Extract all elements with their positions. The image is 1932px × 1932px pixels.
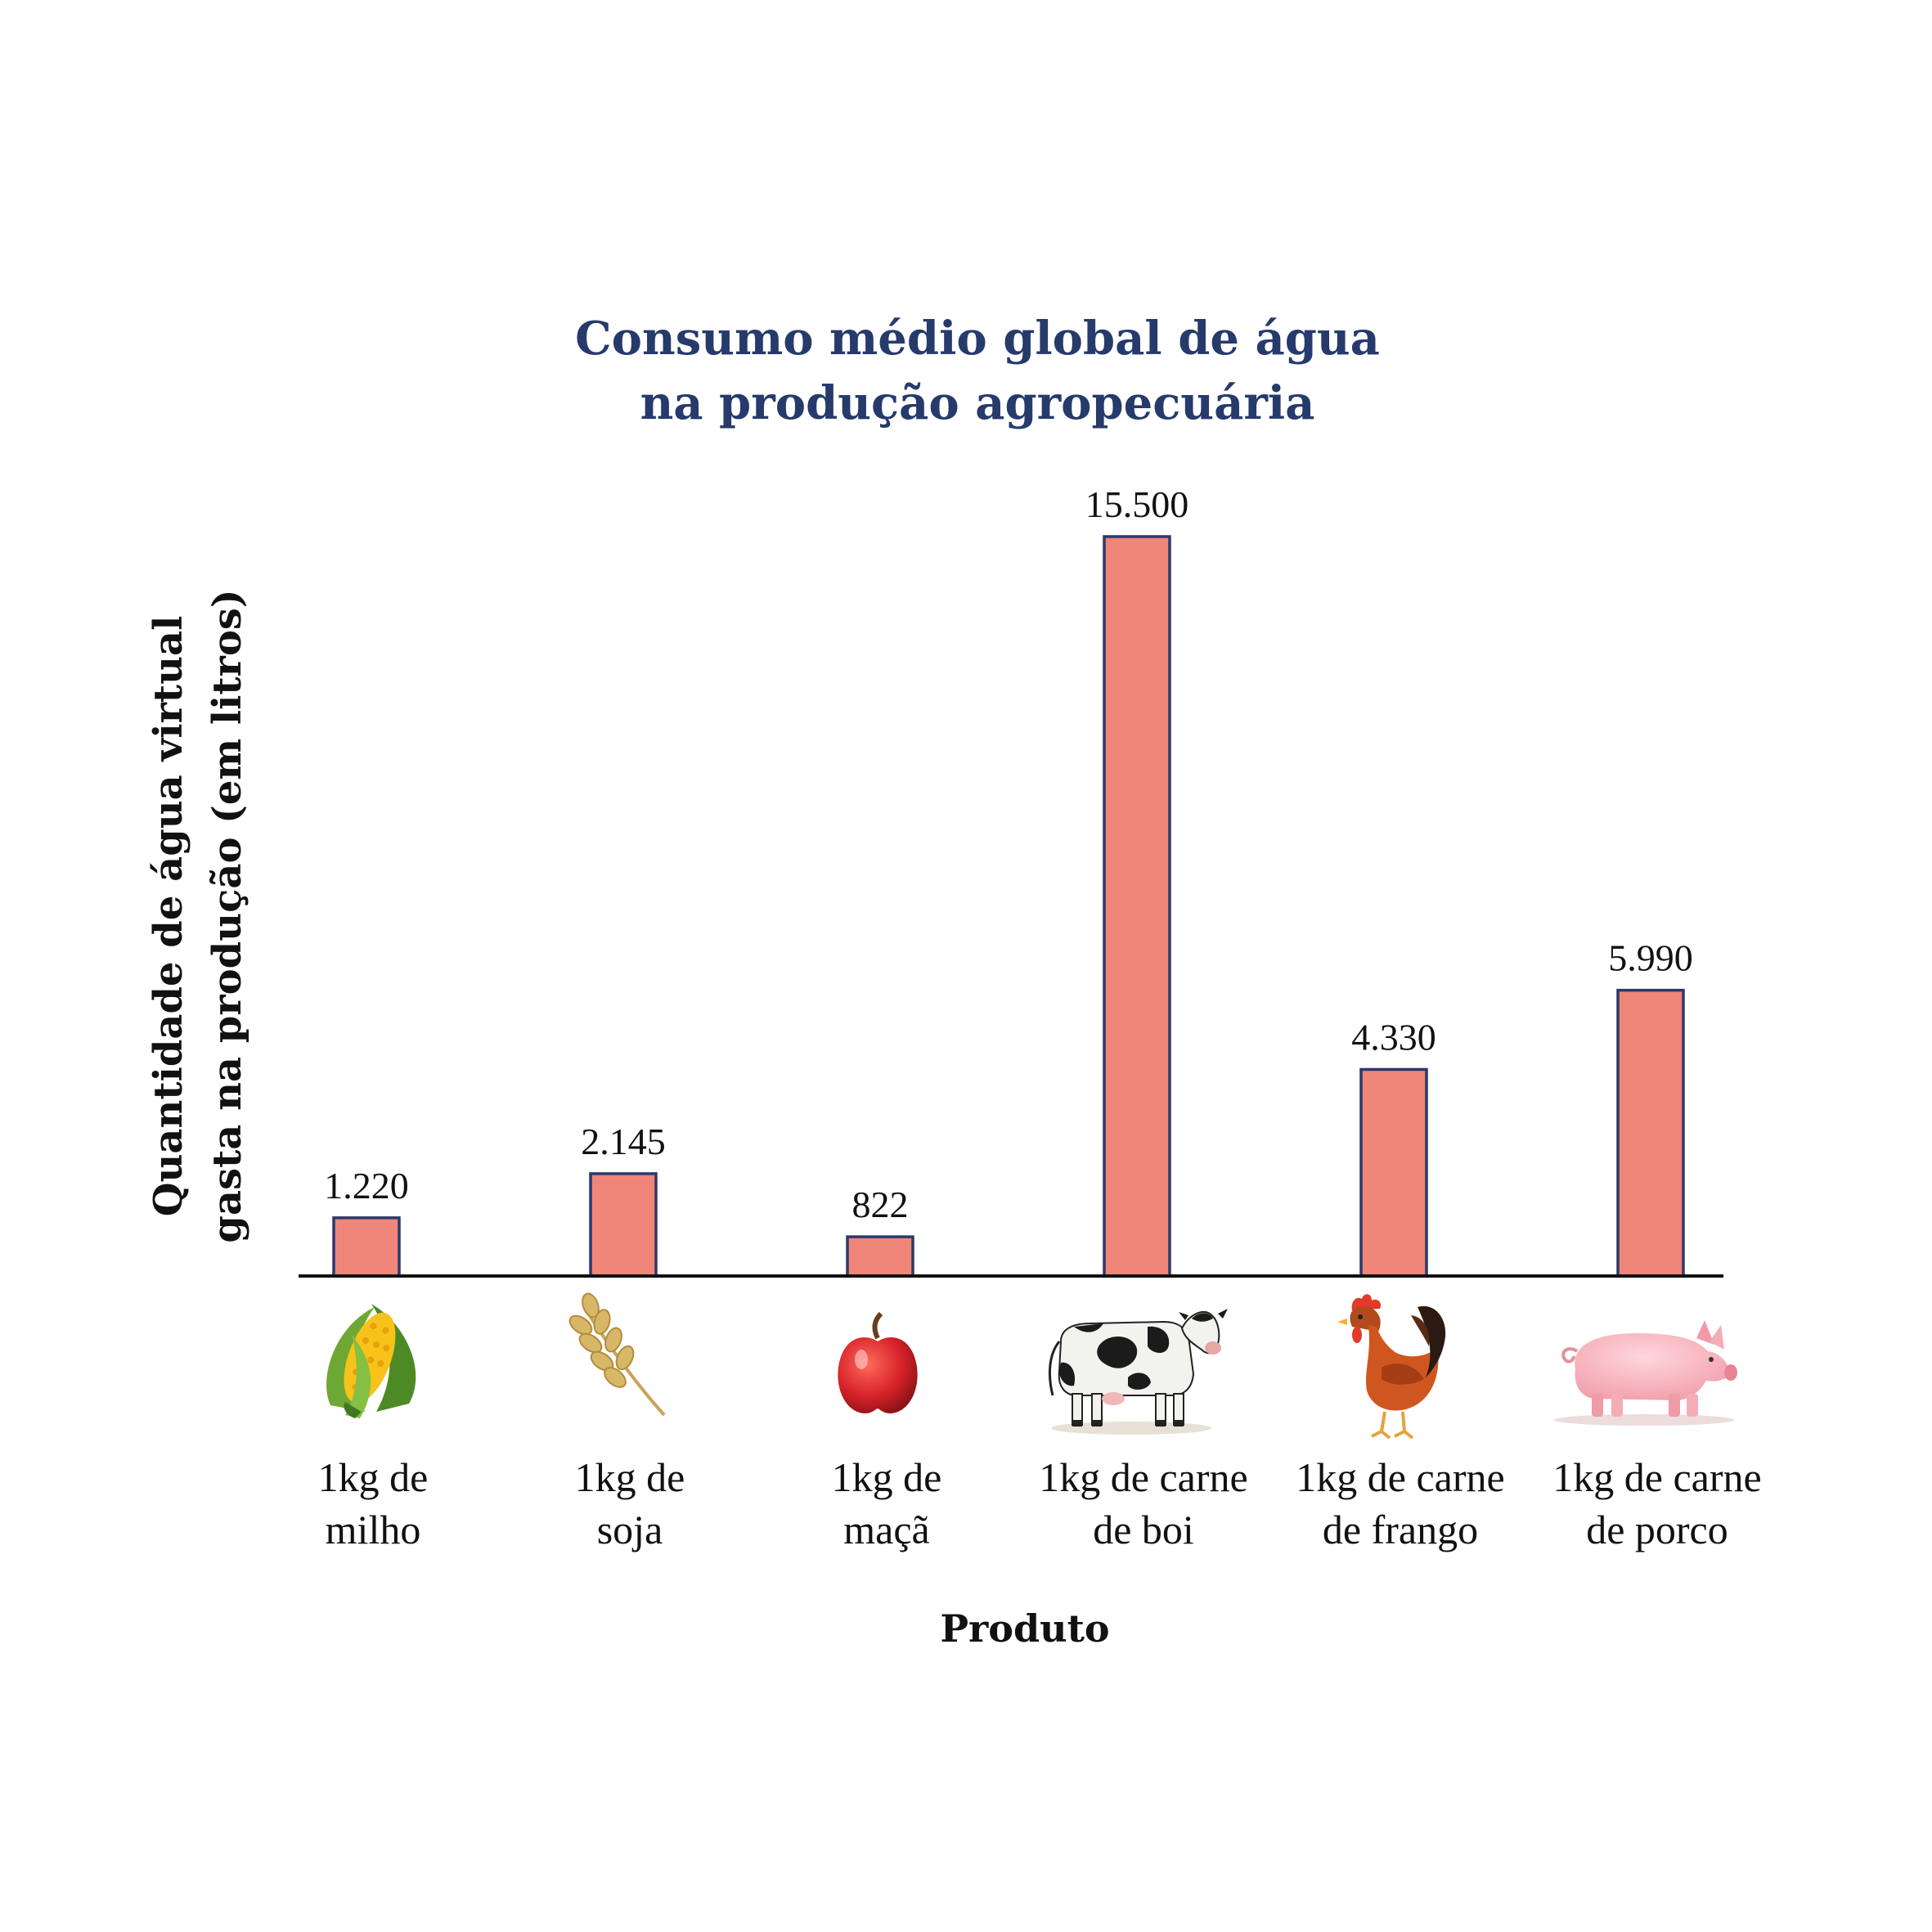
bar-3 xyxy=(1103,535,1171,1278)
corn-icon xyxy=(326,1304,416,1418)
value-label-0: 1.220 xyxy=(324,1165,409,1206)
category-label-5-line-1: 1kg de carne xyxy=(1552,1454,1761,1500)
category-label-5-line-2: de porco xyxy=(1586,1507,1728,1552)
category-label-2-line-1: 1kg de xyxy=(832,1454,942,1500)
value-label-3: 15.500 xyxy=(1085,483,1189,525)
category-label-1-line-2: soja xyxy=(597,1507,663,1552)
value-label-1: 2.145 xyxy=(581,1121,666,1162)
category-label-1-line-1: 1kg de xyxy=(575,1454,685,1500)
bar-5 xyxy=(1616,988,1685,1278)
category-label-4-line-1: 1kg de carne xyxy=(1296,1454,1504,1500)
category-label-4-line-2: de frango xyxy=(1323,1507,1478,1552)
value-label-4: 4.330 xyxy=(1351,1016,1436,1058)
apple-icon xyxy=(838,1311,918,1413)
value-labels-layer: 1.220 2.145 822 15.500 4.330 5.990 xyxy=(324,483,1693,1225)
value-label-2: 822 xyxy=(852,1184,909,1225)
wheat-icon xyxy=(568,1292,666,1417)
y-axis-label-line-1: Quantidade de água virtual xyxy=(146,616,191,1217)
bar-2 xyxy=(846,1235,914,1278)
chart-title-line-1: Consumo médio global de água xyxy=(575,312,1380,366)
value-label-5: 5.990 xyxy=(1608,937,1693,979)
cow-icon xyxy=(1048,1309,1228,1435)
bars-layer xyxy=(332,535,1685,1278)
y-axis-label: Quantidade de água virtual gasta na prod… xyxy=(146,589,250,1242)
category-label-0-line-2: milho xyxy=(326,1507,421,1552)
category-label-3-line-2: de boi xyxy=(1093,1507,1194,1552)
y-axis-label-line-2: gasta na produção (em litros) xyxy=(204,589,250,1242)
bar-0 xyxy=(332,1216,401,1278)
chicken-icon xyxy=(1337,1294,1446,1440)
category-label-3-line-1: 1kg de carne xyxy=(1039,1454,1247,1500)
x-axis-label: Produto xyxy=(940,1606,1109,1651)
pig-icon xyxy=(1554,1320,1737,1426)
category-label-0-line-1: 1kg de xyxy=(318,1454,429,1500)
bar-1 xyxy=(589,1172,658,1278)
category-labels: 1kg de milho 1kg de soja 1kg de maçã 1kg de ca… xyxy=(318,1454,1762,1552)
category-label-2-line-2: maçã xyxy=(843,1507,929,1552)
chart-title-line-2: na produção agropecuária xyxy=(640,376,1315,430)
bar-4 xyxy=(1359,1067,1428,1278)
